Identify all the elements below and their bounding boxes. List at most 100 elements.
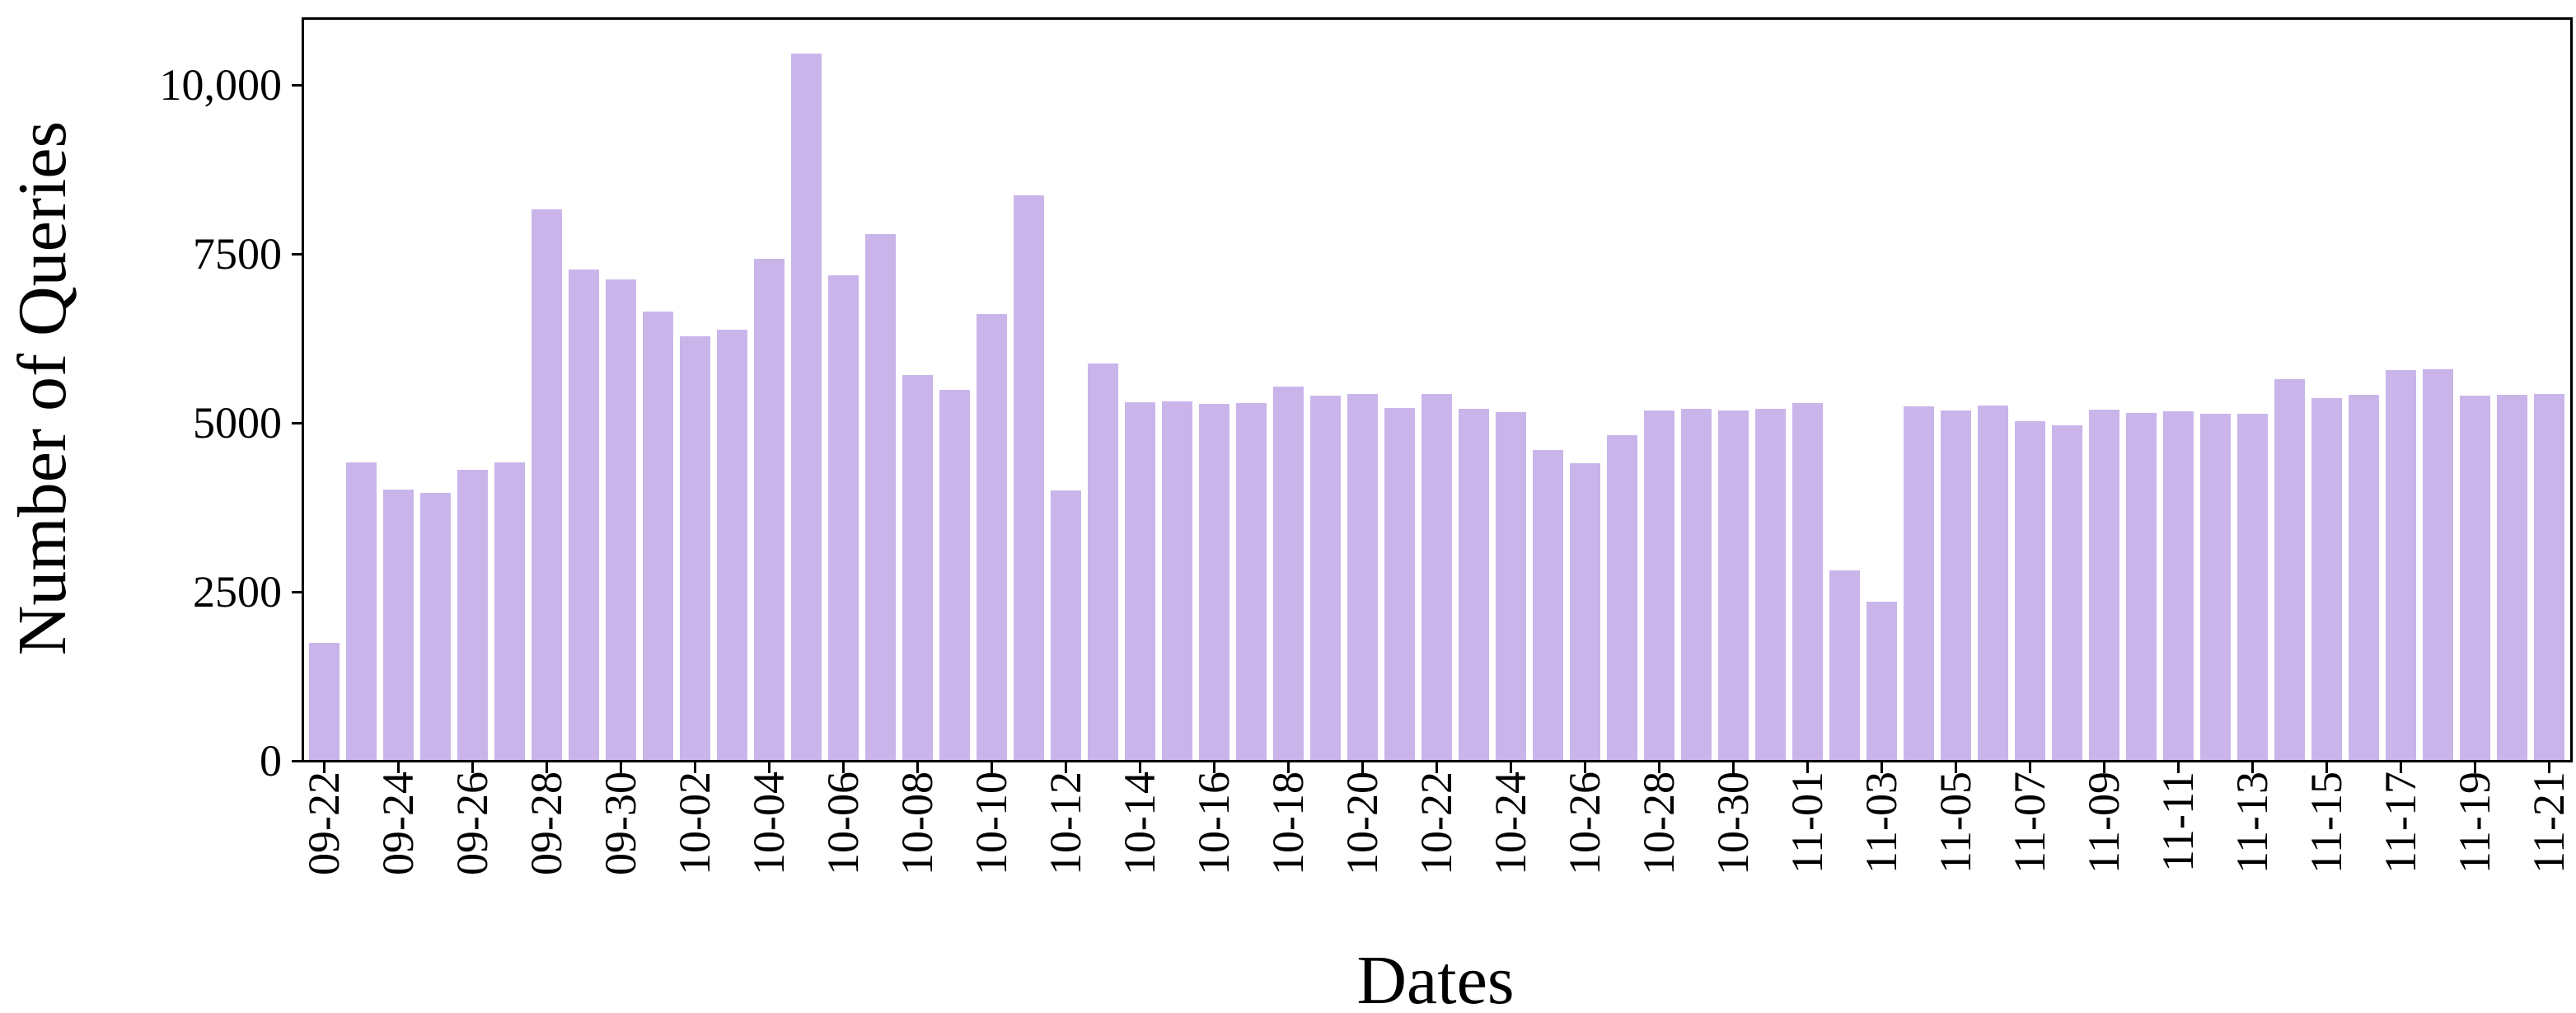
- bar: [2311, 398, 2342, 760]
- bar: [382, 490, 414, 760]
- y-tick-label: 5000: [193, 398, 282, 448]
- x-tick-label: 10-04: [744, 771, 794, 875]
- x-tick: [1510, 762, 1512, 773]
- x-tick-label: 09-28: [522, 771, 571, 875]
- bar: [1124, 402, 1155, 760]
- bar: [1754, 409, 1786, 760]
- bar: [605, 279, 636, 760]
- bar: [2496, 395, 2527, 760]
- x-axis-line: [302, 760, 2573, 762]
- x-tick-label: 10-30: [1708, 771, 1758, 875]
- bar: [1606, 435, 1637, 760]
- bar: [827, 275, 859, 760]
- bar: [419, 493, 451, 760]
- x-tick: [620, 762, 622, 773]
- bar: [1235, 403, 1267, 760]
- x-tick-label: 11-21: [2524, 771, 2574, 874]
- x-tick: [2548, 762, 2550, 773]
- x-tick: [2400, 762, 2402, 773]
- x-tick-label: 09-30: [596, 771, 645, 875]
- x-tick: [991, 762, 993, 773]
- x-tick-label: 09-22: [299, 771, 349, 875]
- x-tick-label: 10-10: [967, 771, 1016, 875]
- x-tick: [1806, 762, 1809, 773]
- bar: [1903, 406, 1934, 760]
- bar: [2051, 425, 2082, 760]
- bar: [1680, 408, 1712, 760]
- x-tick: [323, 762, 326, 773]
- x-tick-label: 10-28: [1634, 771, 1684, 875]
- bar: [1569, 463, 1600, 760]
- bar: [1866, 602, 1897, 760]
- x-tick: [2177, 762, 2180, 773]
- bar: [1717, 410, 1749, 760]
- bar: [2199, 414, 2231, 760]
- bar: [2162, 410, 2194, 760]
- bar: [494, 462, 525, 760]
- bar: [976, 313, 1007, 760]
- x-tick: [2103, 762, 2105, 773]
- y-tick: [292, 422, 302, 424]
- bar: [457, 470, 488, 760]
- y-tick: [292, 84, 302, 87]
- x-tick: [1361, 762, 1364, 773]
- bar: [2385, 369, 2416, 760]
- bar: [568, 269, 599, 760]
- bar: [2348, 395, 2379, 760]
- bar: [1458, 409, 1489, 760]
- bar: [1421, 393, 1452, 760]
- x-tick-label: 10-22: [1412, 771, 1461, 875]
- bar: [753, 258, 785, 760]
- bar: [1829, 570, 1860, 760]
- bar: [2422, 369, 2453, 760]
- x-tick-label: 10-26: [1560, 771, 1609, 875]
- x-tick: [2029, 762, 2031, 773]
- x-tick-label: 10-20: [1337, 771, 1387, 875]
- top-spine: [302, 17, 2573, 20]
- x-tick: [1880, 762, 1883, 773]
- x-tick: [1584, 762, 1586, 773]
- x-tick: [842, 762, 845, 773]
- right-spine: [2570, 17, 2573, 762]
- y-tick-label: 2500: [193, 567, 282, 617]
- x-tick-label: 11-17: [2376, 771, 2425, 874]
- x-tick: [694, 762, 696, 773]
- x-tick: [1065, 762, 1067, 773]
- x-tick-label: 11-11: [2153, 771, 2203, 872]
- x-tick-label: 10-08: [892, 771, 942, 875]
- bar: [1198, 403, 1229, 760]
- x-tick: [2325, 762, 2328, 773]
- x-tick-label: 09-24: [373, 771, 423, 875]
- x-tick: [1658, 762, 1660, 773]
- bar: [1272, 386, 1304, 760]
- bar: [2274, 378, 2305, 760]
- bar: [716, 330, 747, 760]
- bar: [642, 312, 673, 760]
- y-tick: [292, 591, 302, 593]
- bar: [1532, 450, 1563, 760]
- bar: [1940, 410, 1971, 760]
- bar: [2459, 396, 2490, 760]
- x-tick-label: 11-15: [2302, 771, 2351, 874]
- bar: [1087, 363, 1118, 760]
- x-tick-label: 10-14: [1115, 771, 1164, 875]
- bar: [1347, 394, 1378, 760]
- x-tick-label: 10-02: [670, 771, 719, 875]
- x-tick-label: 10-18: [1263, 771, 1313, 875]
- bar: [2014, 421, 2045, 760]
- x-tick: [1436, 762, 1438, 773]
- bar: [1161, 401, 1192, 760]
- x-tick: [471, 762, 474, 773]
- x-tick: [1213, 762, 1215, 773]
- y-tick: [292, 253, 302, 256]
- x-tick: [1955, 762, 1957, 773]
- x-tick-label: 10-06: [818, 771, 868, 875]
- bar: [2088, 410, 2119, 760]
- bar: [1643, 410, 1674, 760]
- bar: [308, 643, 340, 760]
- x-tick: [2251, 762, 2254, 773]
- x-tick: [768, 762, 770, 773]
- bar: [864, 234, 896, 760]
- bar: [790, 54, 822, 760]
